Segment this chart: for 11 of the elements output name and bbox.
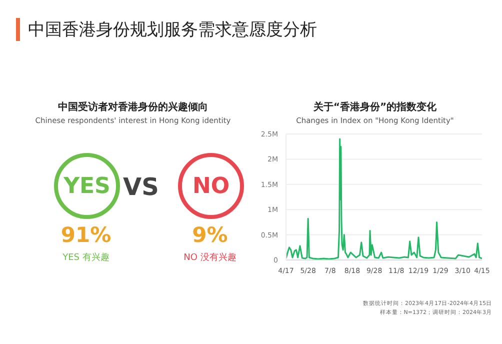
text: 9% (192, 223, 228, 247)
category-label: YES (54, 153, 120, 219)
text: 中国香港身份规划服务需求意愿度分析 (16, 18, 317, 41)
text: VS (123, 173, 159, 201)
category-label: NO (178, 153, 244, 219)
chart-title: 关于“香港身份”的指数变化 (312, 100, 438, 114)
text: YES 有兴趣 (62, 252, 110, 264)
text: 中国受访者对香港身份的兴趣倾向 (57, 100, 209, 114)
line-series (286, 138, 482, 260)
text: 91% (60, 223, 112, 247)
text: NO 没有兴趣 (182, 252, 238, 264)
